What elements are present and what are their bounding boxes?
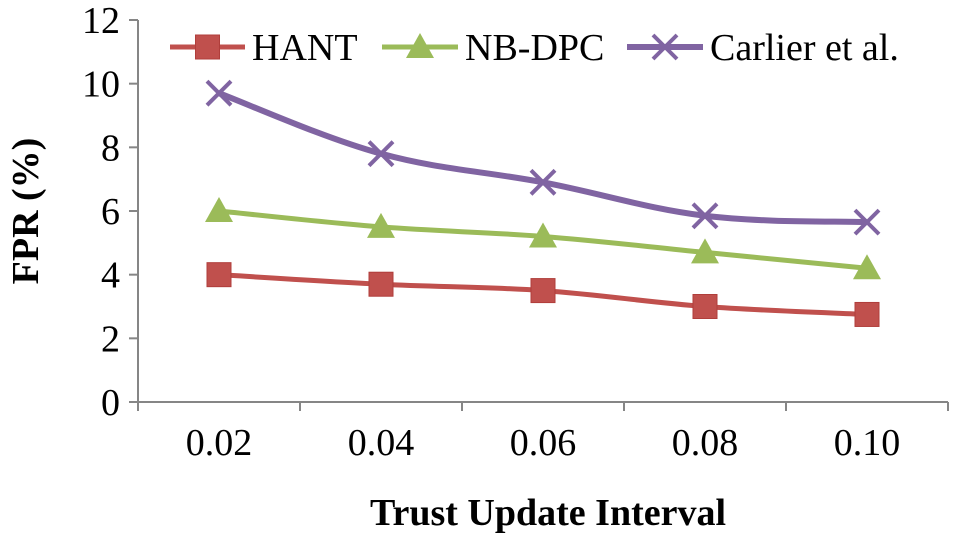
legend-item: NB-DPC xyxy=(382,27,604,69)
data-point xyxy=(206,262,232,288)
data-point xyxy=(530,278,556,304)
data-point xyxy=(691,202,719,230)
x-tick-label: 0.08 xyxy=(672,422,739,464)
series-1 xyxy=(205,197,881,280)
data-point xyxy=(368,271,394,297)
y-tick-label: 8 xyxy=(101,127,120,169)
data-point xyxy=(854,301,880,327)
legend-marker xyxy=(195,34,220,60)
x-axis-title: Trust Update Interval xyxy=(370,492,726,533)
x-tick-label: 0.04 xyxy=(348,422,415,464)
series-0 xyxy=(206,262,880,327)
legend-label: NB-DPC xyxy=(465,27,604,69)
x-tick-label: 0.10 xyxy=(834,422,901,464)
data-point xyxy=(692,294,718,319)
series-line xyxy=(217,90,868,226)
legend-marker xyxy=(406,33,434,58)
data-point xyxy=(367,212,395,238)
legend-item: HANT xyxy=(170,27,358,69)
series-layer xyxy=(205,79,881,327)
data-point xyxy=(529,222,557,248)
data-point xyxy=(853,208,881,236)
x-ticks: 0.02 0.04 0.06 0.08 0.10 xyxy=(137,402,949,464)
data-point xyxy=(853,254,881,280)
y-tick-label: 10 xyxy=(82,64,120,106)
x-tick-label: 0.02 xyxy=(186,422,253,464)
x-tick-label: 0.06 xyxy=(510,422,577,464)
axes xyxy=(137,20,948,403)
y-tick-label: 6 xyxy=(101,191,120,233)
y-tick-label: 12 xyxy=(82,0,120,42)
legend: HANT NB-DPC Carlier et al. xyxy=(170,27,899,69)
y-axis-title: FPR (%) xyxy=(5,138,47,285)
data-point xyxy=(205,79,233,107)
data-point xyxy=(205,197,233,222)
data-point xyxy=(529,168,557,196)
legend-item: Carlier et al. xyxy=(627,27,899,69)
y-tick-label: 2 xyxy=(101,318,120,360)
series-2 xyxy=(205,79,881,236)
data-point xyxy=(367,140,395,168)
legend-label: HANT xyxy=(252,27,358,69)
data-point xyxy=(691,238,719,264)
y-ticks: 0 2 4 6 8 10 12 xyxy=(82,0,138,424)
y-tick-label: 4 xyxy=(101,255,120,297)
y-tick-label: 0 xyxy=(101,382,120,424)
legend-marker xyxy=(651,33,679,61)
legend-label: Carlier et al. xyxy=(710,27,899,69)
